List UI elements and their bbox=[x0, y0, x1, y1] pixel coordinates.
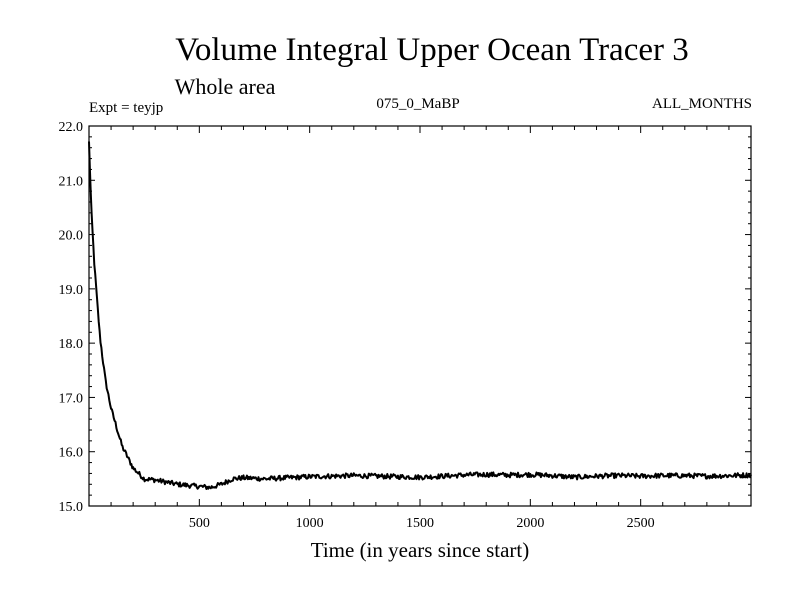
x-tick-label: 2000 bbox=[516, 516, 544, 531]
experiment-label: Expt = teyjp bbox=[89, 100, 163, 116]
chart-title: Volume Integral Upper Ocean Tracer 3 bbox=[175, 32, 688, 68]
y-tick-label: 21.0 bbox=[59, 174, 84, 189]
series-line bbox=[88, 141, 752, 490]
y-tick-label: 18.0 bbox=[59, 337, 84, 352]
y-tick-label: 16.0 bbox=[59, 446, 84, 461]
period-label: 075_0_MaBP bbox=[376, 96, 459, 112]
y-tick-label: 19.0 bbox=[59, 283, 84, 298]
y-axis: 15.0 16.0 17.0 18.0 19.0 20.0 21.0 22.0 bbox=[59, 120, 751, 515]
x-axis: 500 1000 1500 2000 2500 bbox=[110, 126, 730, 531]
x-tick-label: 1000 bbox=[296, 516, 324, 531]
chart-subtitle: Whole area bbox=[175, 74, 276, 99]
y-tick-label: 22.0 bbox=[59, 120, 84, 135]
months-label: ALL_MONTHS bbox=[652, 96, 752, 112]
y-tick-label: 20.0 bbox=[59, 229, 84, 244]
x-axis-label: Time (in years since start) bbox=[311, 538, 530, 562]
plot-frame bbox=[88, 125, 752, 507]
x-tick-label: 1500 bbox=[406, 516, 434, 531]
x-tick-label: 2500 bbox=[627, 516, 655, 531]
x-tick-label: 500 bbox=[189, 516, 210, 531]
y-tick-label: 17.0 bbox=[59, 391, 84, 406]
y-tick-label: 15.0 bbox=[59, 500, 84, 515]
